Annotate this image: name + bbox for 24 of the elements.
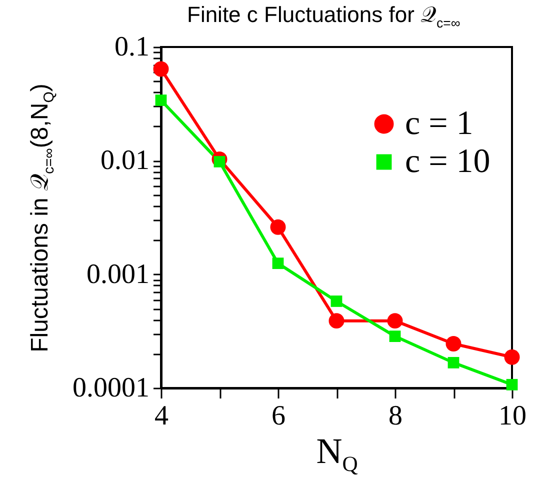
point [155,94,167,106]
point [328,313,344,329]
point [504,349,520,365]
point [389,330,401,342]
point [446,336,462,352]
point [506,378,518,390]
x-tick-label: 4 [154,400,168,432]
point [448,356,460,368]
legend-label: c = 10 [405,143,490,180]
point [153,61,169,77]
x-tick-label: 8 [388,400,402,432]
y-tick-label: 0.01 [100,145,150,176]
point [272,258,284,270]
x-axis-title: N$_{Q}$ [316,430,358,478]
y-tick-label: 0.0001 [72,372,150,404]
y-tick-label: 0.001 [86,258,150,290]
point [270,219,286,235]
point [330,296,342,307]
point [387,313,403,329]
y-tick-label: 0.1 [114,32,150,62]
chart-title: Finite c Fluctuations for 𝒬$_{c=∞}$ [187,2,462,30]
x-tick-label: 6 [272,400,286,432]
x-tick-label: 10 [498,400,526,432]
legend-label: c = 1 [405,105,474,142]
